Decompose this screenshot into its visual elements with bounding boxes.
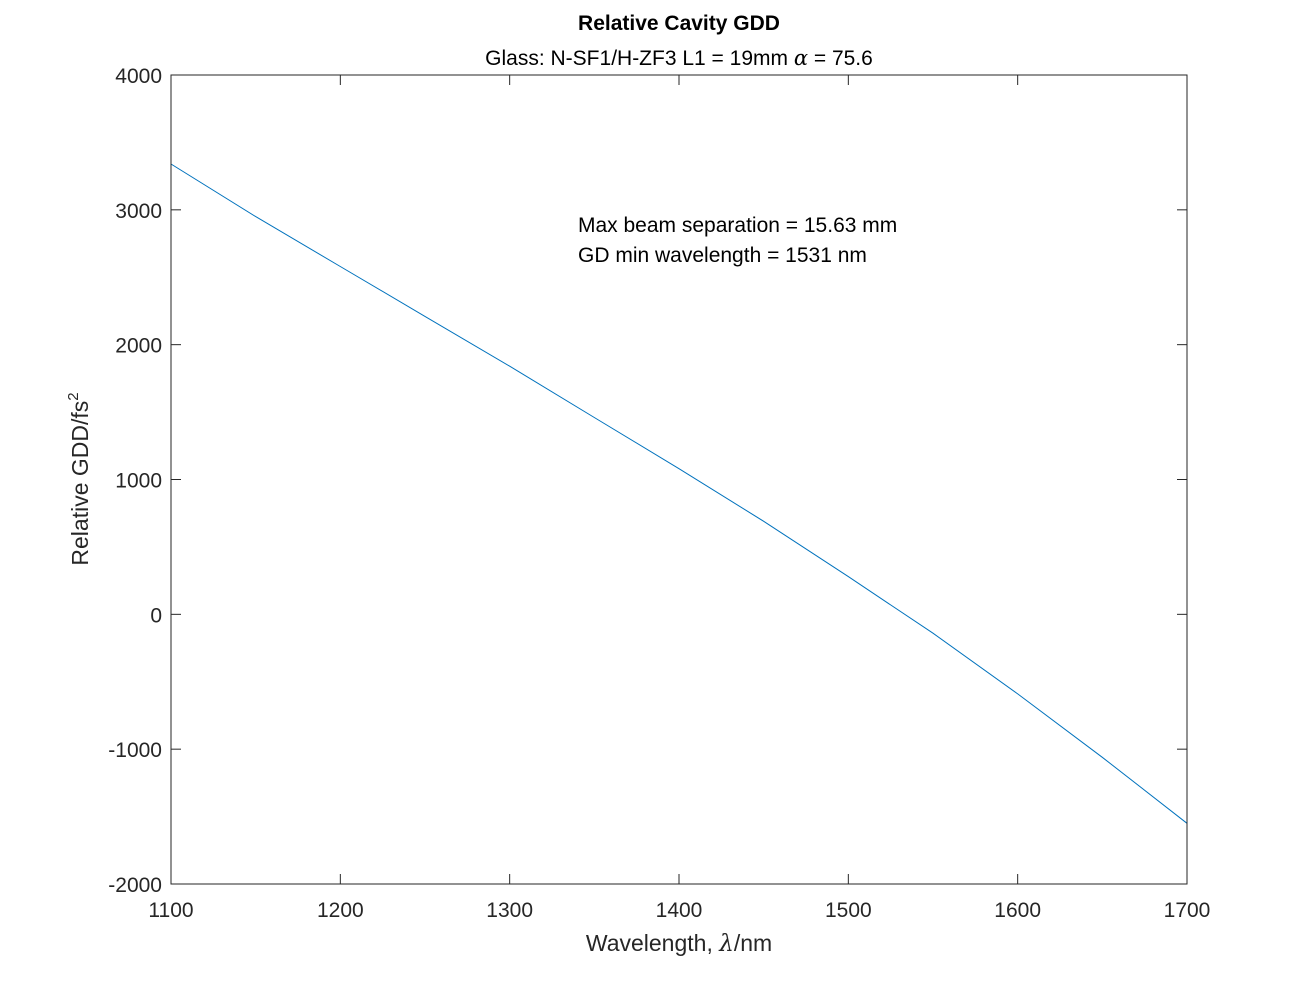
alpha-symbol: α [794,46,808,70]
subtitle-suffix: = 75.6 [808,47,873,70]
x-tick-label: 1100 [148,899,193,922]
plot-box [170,74,1188,885]
y-axis-ticks: -2000 -1000 0 1000 2000 3000 4000 [108,65,1187,897]
x-tick-label: 1300 [486,899,533,922]
y-label-base: Relative GDD/fs [67,401,93,566]
y-tick-label: 4000 [115,65,162,88]
x-tick-label: 1200 [317,899,364,922]
y-label-superscript: 2 [65,392,82,400]
chart-subtitle: Glass: N-SF1/H-ZF3 L1 = 19mm α = 75.6 [485,46,873,70]
x-tick-label: 1400 [656,899,703,922]
y-tick-label: 3000 [115,200,162,223]
y-tick-label: 0 [150,604,162,627]
y-tick-label: 1000 [115,470,162,493]
annotation-gd-min-wavelength: GD min wavelength = 1531 nm [578,244,867,267]
series-line [170,163,1188,824]
y-tick-label: 2000 [115,335,162,358]
x-axis-ticks: 1100 1200 1300 1400 1500 1600 1700 [148,75,1210,922]
chart-title: Relative Cavity GDD [578,12,780,35]
lambda-symbol: λ [718,931,734,957]
x-tick-label: 1600 [994,899,1041,922]
x-label-prefix: Wavelength, [586,930,719,956]
x-axis-label: Wavelength, λ/nm [586,930,772,957]
x-tick-label: 1500 [825,899,872,922]
y-tick-label: -2000 [108,874,162,897]
plot-area [171,75,1187,884]
y-axis-label: Relative GDD/fs2 [65,392,93,565]
subtitle-prefix: Glass: N-SF1/H-ZF3 L1 = 19mm [485,47,794,70]
annotation-max-beam-separation: Max beam separation = 15.63 mm [578,214,897,237]
y-tick-label: -1000 [108,739,162,762]
x-label-suffix: /nm [734,930,772,956]
x-tick-label: 1700 [1164,899,1211,922]
